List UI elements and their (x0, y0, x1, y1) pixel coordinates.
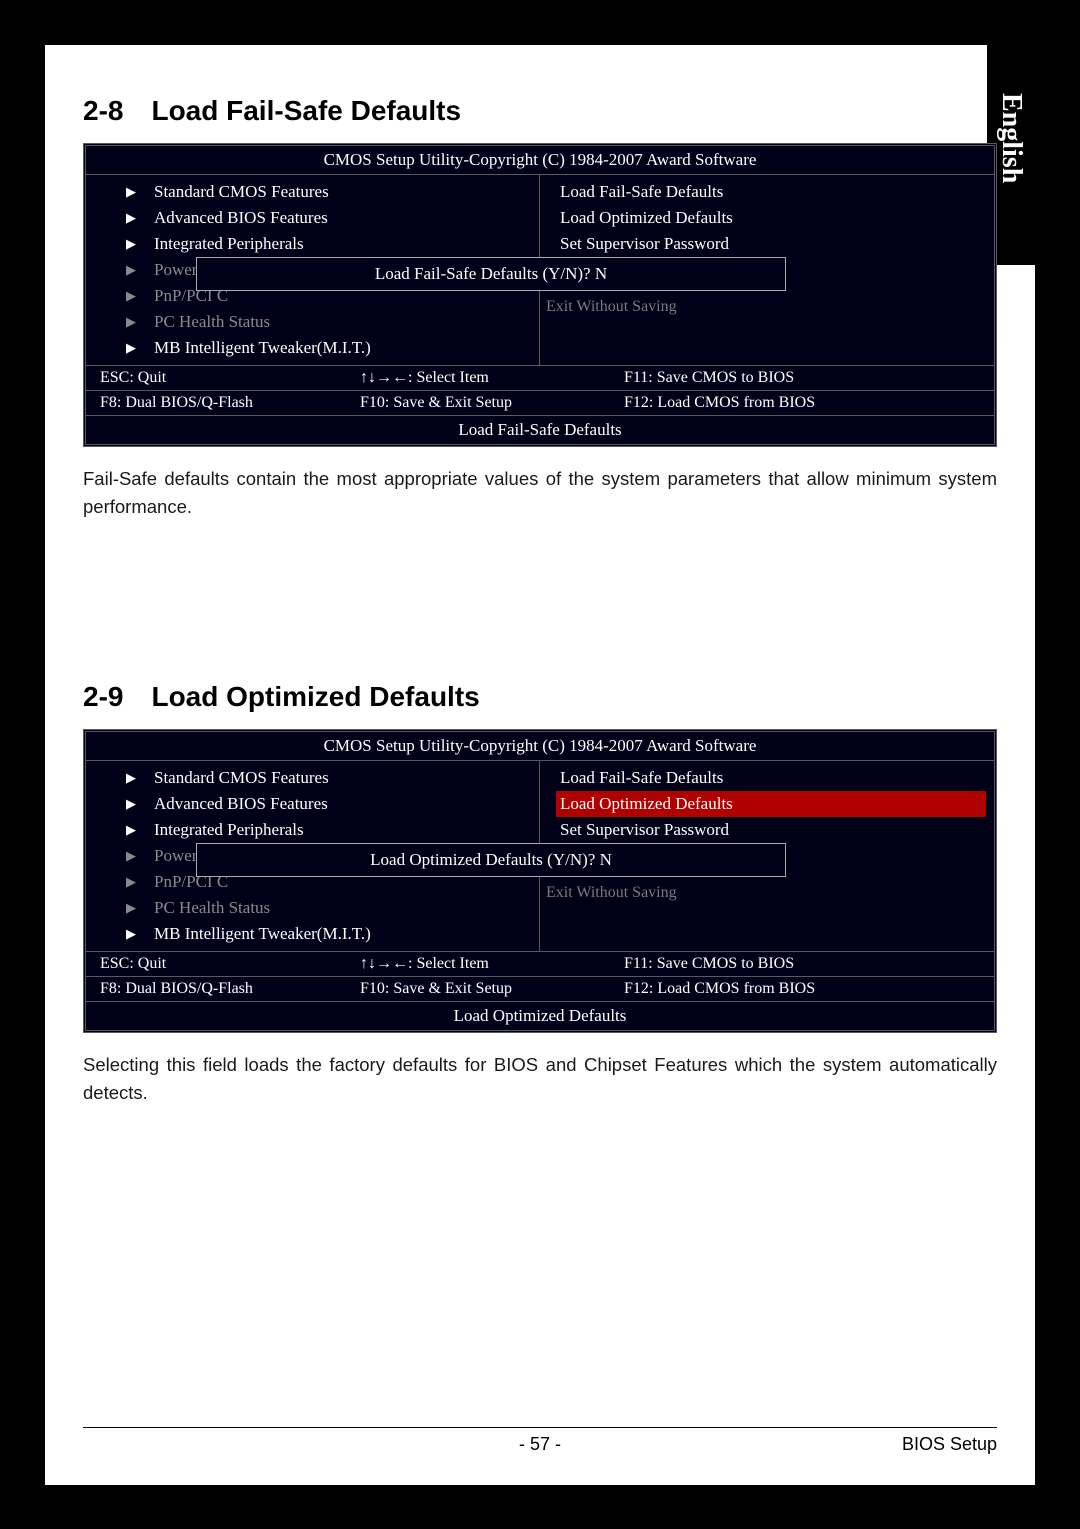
menu-label: Set Supervisor Password (560, 231, 729, 257)
bios-menu-item[interactable]: ▶ MB Intelligent Tweaker(M.I.T.) (126, 921, 531, 947)
hint-f11: F11: Save CMOS to BIOS (566, 366, 994, 390)
menu-label: Load Optimized Defaults (560, 791, 733, 817)
triangle-icon: ▶ (126, 791, 136, 817)
bios-menu-item[interactable]: ▶ Advanced BIOS Features (126, 791, 531, 817)
bios-menu-item[interactable]: ▶ Standard CMOS Features (126, 179, 531, 205)
menu-label: Load Fail-Safe Defaults (560, 765, 723, 791)
menu-label: PC Health Status (154, 309, 270, 335)
bios-menu-item[interactable]: ▶ Integrated Peripherals (126, 817, 531, 843)
footer-label: BIOS Setup (902, 1434, 997, 1455)
section-body-1: Fail-Safe defaults contain the most appr… (83, 465, 997, 521)
bios-menu-item[interactable]: Load Fail-Safe Defaults (560, 179, 986, 205)
exit-without-saving: Exit Without Saving (546, 298, 677, 316)
triangle-icon: ▶ (126, 921, 136, 947)
page-footer: - 57 - BIOS Setup (83, 1427, 997, 1455)
triangle-icon: ▶ (126, 231, 136, 257)
triangle-icon: ▶ (126, 205, 136, 231)
exit-without-saving: Exit Without Saving (546, 884, 677, 902)
bios-columns-2: ▶ Standard CMOS Features ▶ Advanced BIOS F… (86, 760, 994, 951)
bios-menu-item[interactable]: ▶ PC Health Status (126, 895, 531, 921)
bios-footer-row: ESC: Quit ↑↓→←: Select Item F11: Save CM… (86, 951, 994, 976)
bios-box-1: CMOS Setup Utility-Copyright (C) 1984-20… (83, 143, 997, 447)
bios-footer-row: F8: Dual BIOS/Q-Flash F10: Save & Exit S… (86, 976, 994, 1001)
triangle-icon: ▶ (126, 869, 136, 895)
bios-footer-row: F8: Dual BIOS/Q-Flash F10: Save & Exit S… (86, 390, 994, 415)
triangle-icon: ▶ (126, 895, 136, 921)
menu-label: MB Intelligent Tweaker(M.I.T.) (154, 921, 371, 947)
status-bar-2: Load Optimized Defaults (86, 1001, 994, 1030)
bios-menu-item[interactable]: Set Supervisor Password (560, 231, 986, 257)
triangle-icon: ▶ (126, 335, 136, 361)
section-heading-1: Load Fail-Safe Defaults (151, 95, 461, 126)
triangle-icon: ▶ (126, 817, 136, 843)
triangle-icon: ▶ (126, 765, 136, 791)
bios-menu-item[interactable]: ▶ Advanced BIOS Features (126, 205, 531, 231)
hint-esc: ESC: Quit (86, 952, 346, 976)
menu-label: Advanced BIOS Features (154, 791, 328, 817)
confirm-popup-2[interactable]: Load Optimized Defaults (Y/N)? N (196, 843, 786, 877)
bios-menu-item-selected[interactable]: Load Optimized Defaults (556, 791, 986, 817)
menu-label: Integrated Peripherals (154, 231, 304, 257)
menu-label: Integrated Peripherals (154, 817, 304, 843)
page-content: 2-8 Load Fail-Safe Defaults CMOS Setup Ut… (45, 45, 1035, 1107)
hint-arrows: ↑↓→←: Select Item (346, 366, 566, 390)
triangle-icon: ▶ (126, 309, 136, 335)
hint-f10: F10: Save & Exit Setup (346, 391, 566, 415)
menu-label: Standard CMOS Features (154, 179, 329, 205)
section-num-1: 2-8 (83, 95, 123, 126)
bios-title-1: CMOS Setup Utility-Copyright (C) 1984-20… (86, 146, 994, 174)
page-number: - 57 - (519, 1434, 561, 1455)
page: English 2-8Load Fail-Safe Defaults CMOS … (45, 45, 1035, 1485)
triangle-icon: ▶ (126, 257, 136, 283)
confirm-popup-1[interactable]: Load Fail-Safe Defaults (Y/N)? N (196, 257, 786, 291)
section-body-2: Selecting this field loads the factory d… (83, 1051, 997, 1107)
hint-arrows: ↑↓→←: Select Item (346, 952, 566, 976)
bios-menu-item[interactable]: ▶ PC Health Status (126, 309, 531, 335)
bios-columns-1: ▶ Standard CMOS Features ▶ Advanced BIOS F… (86, 174, 994, 365)
menu-label: Advanced BIOS Features (154, 205, 328, 231)
bios-menu-item[interactable]: Load Optimized Defaults (560, 205, 986, 231)
bios-menu-item[interactable]: ▶ MB Intelligent Tweaker(M.I.T.) (126, 335, 531, 361)
hint-f8: F8: Dual BIOS/Q-Flash (86, 391, 346, 415)
bios-title-2: CMOS Setup Utility-Copyright (C) 1984-20… (86, 732, 994, 760)
bios-menu-item[interactable]: ▶ Standard CMOS Features (126, 765, 531, 791)
triangle-icon: ▶ (126, 843, 136, 869)
status-bar-1: Load Fail-Safe Defaults (86, 415, 994, 444)
bios-menu-item[interactable]: Set Supervisor Password (560, 817, 986, 843)
hint-esc: ESC: Quit (86, 366, 346, 390)
menu-label: MB Intelligent Tweaker(M.I.T.) (154, 335, 371, 361)
menu-label: Load Fail-Safe Defaults (560, 179, 723, 205)
hint-f11: F11: Save CMOS to BIOS (566, 952, 994, 976)
hint-f10: F10: Save & Exit Setup (346, 977, 566, 1001)
menu-label: PC Health Status (154, 895, 270, 921)
bios-menu-item[interactable]: Load Fail-Safe Defaults (560, 765, 986, 791)
section-title-2: 2-9 Load Optimized Defaults (83, 681, 997, 713)
section-title-1: 2-8 Load Fail-Safe Defaults (83, 95, 997, 127)
bios-box-2: CMOS Setup Utility-Copyright (C) 1984-20… (83, 729, 997, 1033)
hint-f12: F12: Load CMOS from BIOS (566, 391, 994, 415)
triangle-icon: ▶ (126, 283, 136, 309)
section-num-2: 2-9 (83, 681, 123, 712)
bios-menu-item[interactable]: ▶ Integrated Peripherals (126, 231, 531, 257)
triangle-icon: ▶ (126, 179, 136, 205)
section-heading-2: Load Optimized Defaults (151, 681, 479, 712)
menu-label: Set Supervisor Password (560, 817, 729, 843)
hint-f8: F8: Dual BIOS/Q-Flash (86, 977, 346, 1001)
menu-label: Standard CMOS Features (154, 765, 329, 791)
hint-f12: F12: Load CMOS from BIOS (566, 977, 994, 1001)
bios-footer-row: ESC: Quit ↑↓→←: Select Item F11: Save CM… (86, 365, 994, 390)
menu-label: Load Optimized Defaults (560, 205, 733, 231)
